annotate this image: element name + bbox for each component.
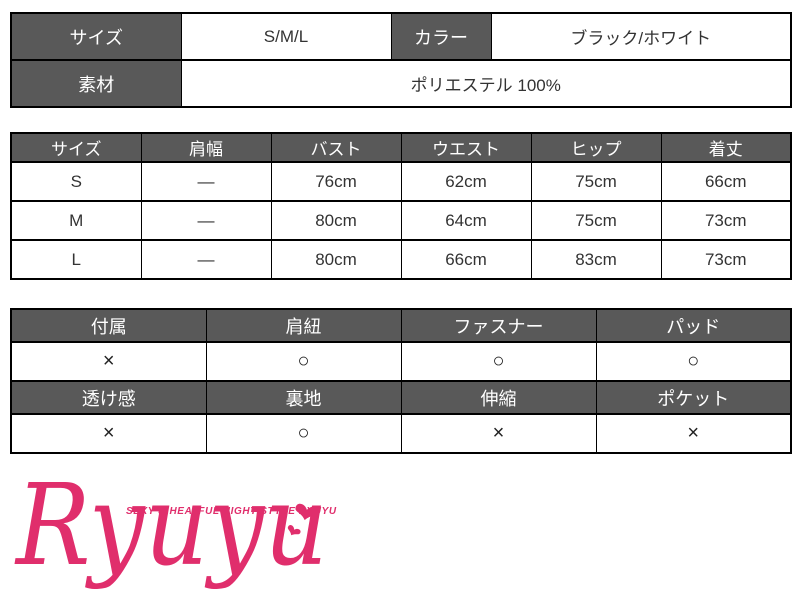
feature-header-row-2: 透け感 裏地 伸縮 ポケット [10, 380, 792, 415]
size-chart-table: サイズ 肩幅 バスト ウエスト ヒップ 着丈 S ― 76cm 62cm 75c… [10, 132, 792, 280]
feature-value-pad: ○ [595, 341, 792, 382]
col-header-hip: ヒップ [530, 132, 662, 163]
cell-bust: 80cm [270, 239, 402, 280]
cell-shoulder: ― [140, 239, 272, 280]
feature-header-lining: 裏地 [205, 380, 402, 415]
feature-value-row-1: × ○ ○ ○ [10, 341, 792, 382]
size-row-m: M ― 80cm 64cm 75cm 73cm [10, 200, 792, 241]
cell-size: L [10, 239, 142, 280]
cell-waist: 62cm [400, 161, 532, 202]
feature-header-zipper: ファスナー [400, 308, 597, 343]
feature-value-sheerness: × [10, 413, 207, 454]
col-header-waist: ウエスト [400, 132, 532, 163]
size-label: サイズ [10, 12, 182, 61]
feature-header-sheerness: 透け感 [10, 380, 207, 415]
cell-hip: 83cm [530, 239, 662, 280]
feature-header-row-1: 付属 肩紐 ファスナー パッド [10, 308, 792, 343]
size-chart-header-row: サイズ 肩幅 バスト ウエスト ヒップ 着丈 [10, 132, 792, 163]
feature-value-pocket: × [595, 413, 792, 454]
size-value: S/M/L [180, 12, 392, 61]
col-header-bust: バスト [270, 132, 402, 163]
heart-icon-small [287, 525, 301, 536]
col-header-shoulder: 肩幅 [140, 132, 272, 163]
info-row-size-color: サイズ S/M/L カラー ブラック/ホワイト [10, 12, 792, 61]
cell-size: S [10, 161, 142, 202]
ryuyu-logo-graphic: SEXY & HEATFUL NIGHT STYLE RYUYU Ryuyu [14, 461, 337, 591]
info-row-material: 素材 ポリエステル 100% [10, 59, 792, 108]
cell-waist: 64cm [400, 200, 532, 241]
color-value: ブラック/ホワイト [490, 12, 792, 61]
brand-logo-text: Ryuyu [14, 470, 328, 591]
feature-header-strap: 肩紐 [205, 308, 402, 343]
product-info-table: サイズ S/M/L カラー ブラック/ホワイト 素材 ポリエステル 100% [10, 12, 792, 108]
product-spec-sheet: サイズ S/M/L カラー ブラック/ホワイト 素材 ポリエステル 100% サ… [0, 12, 800, 600]
feature-value-zipper: ○ [400, 341, 597, 382]
cell-waist: 66cm [400, 239, 532, 280]
cell-bust: 76cm [270, 161, 402, 202]
feature-value-accessory: × [10, 341, 207, 382]
material-label: 素材 [10, 59, 182, 108]
size-row-s: S ― 76cm 62cm 75cm 66cm [10, 161, 792, 202]
feature-value-stretch: × [400, 413, 597, 454]
brand-tagline: SEXY & HEATFUL NIGHT STYLE RYUYU [126, 506, 337, 517]
feature-header-pocket: ポケット [595, 380, 792, 415]
cell-length: 66cm [660, 161, 792, 202]
cell-hip: 75cm [530, 161, 662, 202]
heart-icon [295, 503, 319, 521]
cell-shoulder: ― [140, 161, 272, 202]
cell-bust: 80cm [270, 200, 402, 241]
size-row-l: L ― 80cm 66cm 83cm 73cm [10, 239, 792, 280]
feature-value-row-2: × ○ × × [10, 413, 792, 454]
col-header-length: 着丈 [660, 132, 792, 163]
feature-header-stretch: 伸縮 [400, 380, 597, 415]
feature-value-strap: ○ [205, 341, 402, 382]
feature-header-pad: パッド [595, 308, 792, 343]
cell-hip: 75cm [530, 200, 662, 241]
col-header-size: サイズ [10, 132, 142, 163]
color-label: カラー [390, 12, 492, 61]
material-value: ポリエステル 100% [180, 59, 792, 108]
feature-table: 付属 肩紐 ファスナー パッド × ○ ○ ○ 透け感 裏地 伸縮 ポケット ×… [10, 308, 792, 454]
feature-value-lining: ○ [205, 413, 402, 454]
cell-length: 73cm [660, 239, 792, 280]
cell-shoulder: ― [140, 200, 272, 241]
feature-header-accessory: 付属 [10, 308, 207, 343]
cell-size: M [10, 200, 142, 241]
brand-logo: SEXY & HEATFUL NIGHT STYLE RYUYU Ryuyu [14, 461, 354, 600]
cell-length: 73cm [660, 200, 792, 241]
